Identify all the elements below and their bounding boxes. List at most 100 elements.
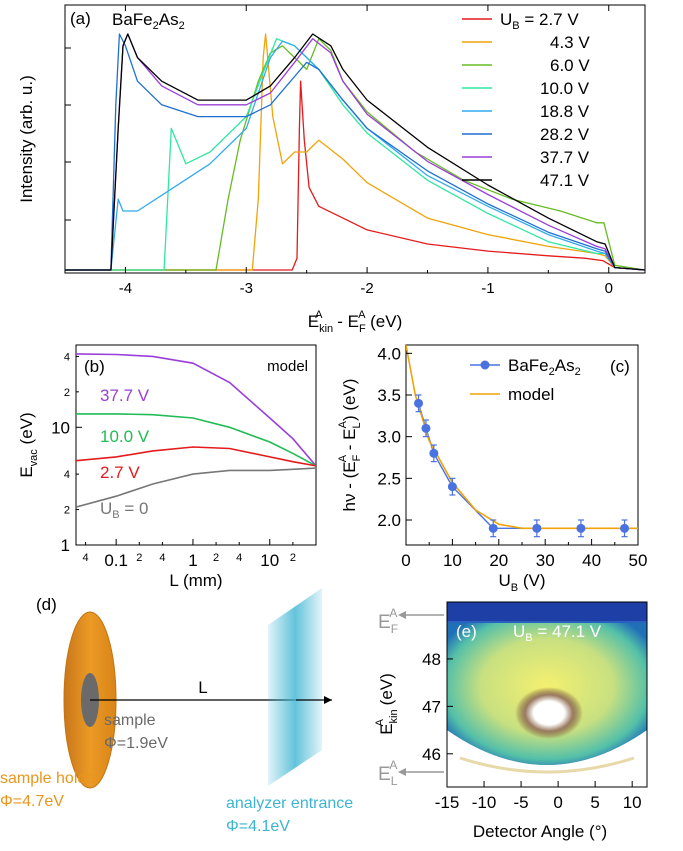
panel-e: -15 -10 -5 0 5 10 46 47 48 (e) UB = 47.1 V EkinA… [374, 602, 647, 841]
a-x-tick-label: 0 [605, 280, 613, 297]
b-x-minor-label: 2 [136, 552, 142, 564]
analyzer-phi: Φ=4.1eV [226, 818, 290, 835]
panel-a-y-label: Intensity (arb. u.) [17, 75, 36, 203]
panel-b-ticks: 0.1 1 10 4 2 4 2 4 2 1 10 2 4 2 4 [51, 351, 296, 570]
el-marker-label: ELA [378, 758, 398, 788]
legend-label-28-2-v: 28.2 V [540, 125, 590, 144]
panel-c-legend-data-marker [481, 361, 490, 370]
panel-d-tag: (d) [36, 595, 57, 614]
a-x-tick-label: -1 [481, 280, 494, 297]
b-x-tick-label: 1 [188, 551, 197, 570]
c-x-tick-label: 20 [489, 551, 508, 570]
c-x-tick-label: 30 [536, 551, 555, 570]
e-x-tick-label: -5 [514, 793, 529, 812]
panel-c-legend-model-label: model [508, 385, 554, 404]
panel-c-y-label: hν - (EFA - ELA) (eV) [337, 379, 363, 512]
ef-marker-label: EFA [378, 606, 398, 636]
c-data-line [419, 403, 625, 528]
c-x-tick-label: 50 [629, 551, 648, 570]
panel-c-ticks: 0 10 20 30 40 50 2.0 2.5 3.0 3.5 4.0 [377, 344, 647, 570]
heatmap-hotspot [515, 687, 583, 739]
panel-b-label-2v7: 2.7 V [100, 463, 140, 482]
ef-marker-arrowhead [398, 611, 406, 619]
panel-a-x-ticks: -4 -3 -2 -1 0 [65, 5, 613, 297]
holder-phi: Φ=4.7eV [0, 793, 64, 810]
e-y-tick-label: 46 [422, 745, 441, 764]
panel-b-y-label: Evac (eV) [17, 412, 40, 477]
analyzer-label: analyzer entrance [226, 795, 353, 812]
panel-a-tag: (a) [70, 9, 91, 28]
c-y-tick-label: 4.0 [377, 344, 401, 363]
b-x-tick-label: 10 [260, 551, 279, 570]
legend-label-10-0-v: 10.0 V [540, 79, 590, 98]
c-data-point [576, 524, 585, 533]
b-y-tick-label: 1 [61, 536, 70, 555]
a-x-tick-label: -4 [119, 280, 132, 297]
c-y-tick-label: 2.0 [377, 511, 401, 530]
b-y-minor-label: 4 [64, 351, 70, 363]
b-y-minor-label: 2 [64, 387, 70, 399]
b-x-tick-label: 0.1 [104, 551, 128, 570]
panel-b-tag: (b) [84, 357, 105, 376]
panel-c-tag: (c) [610, 357, 630, 376]
el-marker-arrowhead [398, 768, 406, 776]
e-y-tick-label: 47 [422, 697, 441, 716]
legend-label-47-1-v: 47.1 V [540, 171, 590, 190]
panel-c-legend: BaFe2As2 model [470, 356, 581, 404]
panel-b-x-label: L (mm) [169, 571, 222, 590]
distance-label: L [198, 678, 207, 697]
legend-label-6-0-v: 6.0 V [550, 56, 590, 75]
b-x-minor-label: 2 [290, 552, 296, 564]
c-y-tick-label: 3.5 [377, 386, 401, 405]
c-data-point [421, 424, 430, 433]
panel-a-y-ticks [65, 48, 71, 220]
panel-b-model-label: model [267, 358, 308, 375]
c-data-point [414, 399, 423, 408]
panel-c-legend-data-label: BaFe2As2 [508, 356, 581, 378]
e-x-tick-label: -15 [435, 793, 460, 812]
sample-phi: Φ=1.9eV [104, 735, 168, 752]
panel-a: -4 -3 -2 -1 0 (a) BaFe2As2 Intensity (arb. u… [17, 5, 645, 335]
legend-label-18-8-v: 18.8 V [540, 102, 590, 121]
a-x-tick-label: -3 [240, 280, 253, 297]
e-x-tick-label: 10 [623, 793, 642, 812]
legend-label-4-3-v: 4.3 V [550, 33, 590, 52]
b-y-tick-label: 10 [51, 418, 70, 437]
e-x-tick-label: 5 [590, 793, 599, 812]
panel-e-x-label: Detector Angle (°) [473, 822, 607, 841]
holder-label: sample holder [0, 770, 101, 787]
b-x-minor-label: 4 [236, 552, 242, 564]
panel-a-legend: UB = 2.7 V4.3 V 6.0 V 10.0 V 18.8 V 28.2 V 37… [462, 10, 590, 190]
c-x-tick-label: 40 [582, 551, 601, 570]
sample-label: sample [104, 712, 156, 729]
panel-b-label-ub0: UB = 0 [100, 499, 148, 521]
legend-label-37-7-v: 37.7 V [540, 148, 590, 167]
panel-c-x-label: UB (V) [498, 571, 545, 594]
c-data-point [489, 524, 498, 533]
a-x-tick-label: -2 [360, 280, 373, 297]
b-y-minor-label: 2 [64, 505, 70, 517]
panel-e-y-label: EkinA (eV) [374, 673, 400, 735]
analyzer-entrance-plane [268, 588, 322, 786]
c-x-tick-label: 0 [401, 551, 410, 570]
e-y-tick-label: 48 [422, 650, 441, 669]
panel-a-x-label: EkinA - EFA (eV) [308, 309, 403, 335]
c-data-point [620, 524, 629, 533]
panel-c: 0 10 20 30 40 50 2.0 2.5 3.0 3.5 4.0 (c) hν - (EFA… [337, 344, 647, 594]
panel-b-label-37v: 37.7 V [100, 386, 150, 405]
e-x-tick-label: 0 [553, 793, 562, 812]
b-x-minor-label: 4 [159, 552, 165, 564]
b-x-minor-label: 2 [213, 552, 219, 564]
b-y-minor-label: 4 [64, 469, 70, 481]
c-x-tick-label: 10 [443, 551, 462, 570]
panel-e-tag: (e) [456, 622, 477, 641]
c-data-point [532, 524, 541, 533]
c-data-point [448, 482, 457, 491]
panel-a-material: BaFe2As2 [112, 10, 185, 32]
beam-arrow-head [324, 696, 332, 704]
legend-label-2-7-v: UB = 2.7 V [500, 10, 579, 32]
c-data-point [429, 449, 438, 458]
b-x-minor-label: 4 [83, 552, 89, 564]
